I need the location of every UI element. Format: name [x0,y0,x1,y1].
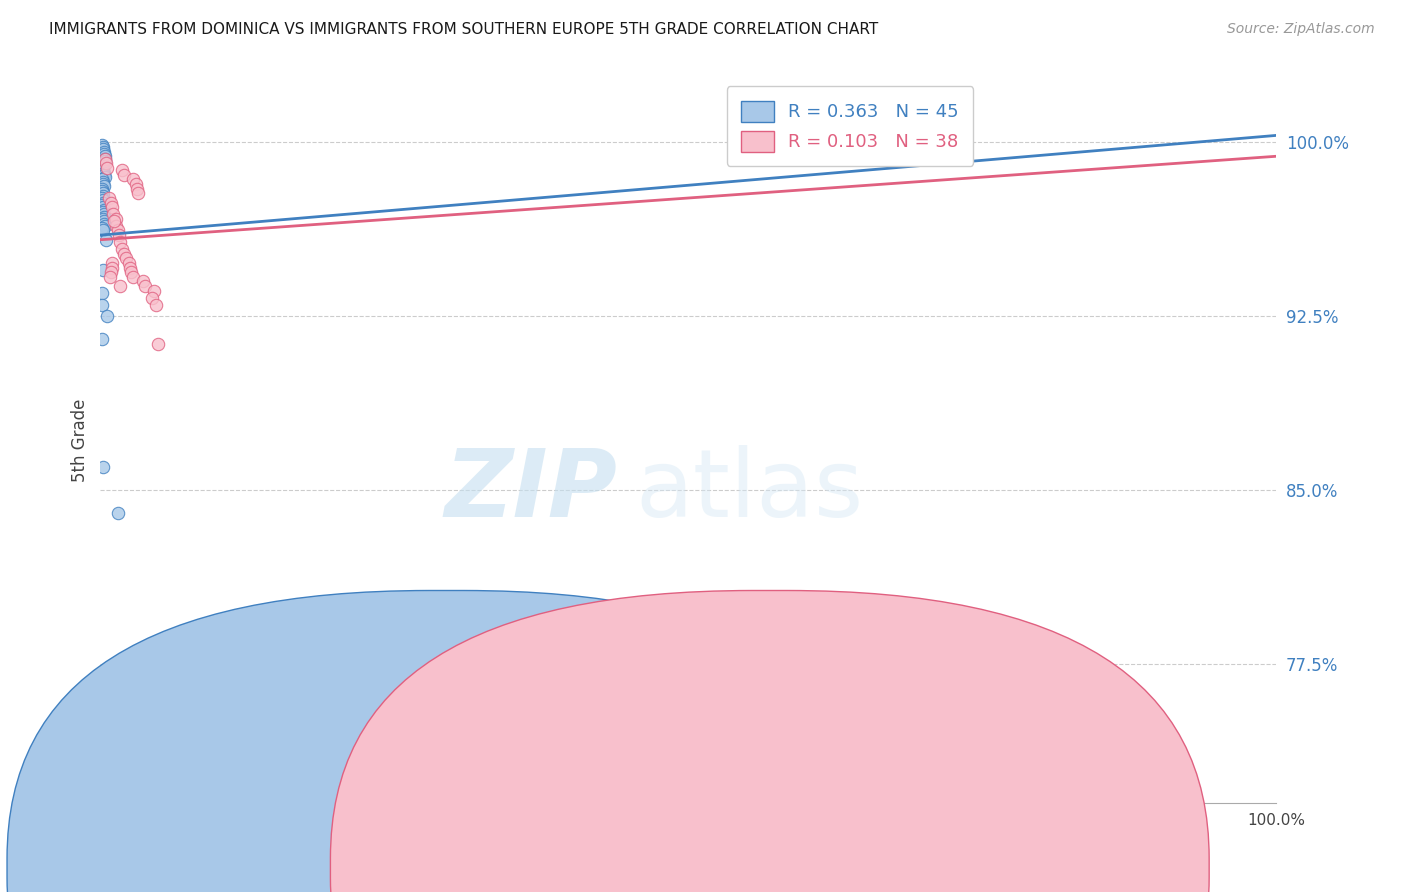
Point [104,211,127,226]
Point [91,142,114,156]
Point [93,217,115,231]
Point [96,233,118,247]
Text: ZIP: ZIP [444,445,617,537]
Point [90,298,112,312]
Point [90,182,112,196]
Point [90,198,112,212]
Point [101,200,124,214]
Point [127,186,149,201]
Point [115,252,138,266]
Point [145,298,167,312]
Point [98,269,121,284]
Point [118,260,141,275]
Point [110,163,132,178]
Point [91,195,114,210]
Point [124,177,146,191]
Point [131,275,153,289]
Point [115,697,138,711]
Point [91,205,114,219]
Point [141,291,163,305]
Point [93,202,115,217]
Point [91,140,114,154]
Point [93,214,115,228]
Point [110,279,132,293]
Point [96,310,118,324]
Point [91,263,114,277]
Point [103,214,125,228]
Point [91,186,114,201]
Y-axis label: 5th Grade: 5th Grade [72,399,89,482]
Point [91,161,114,175]
Point [134,279,156,293]
Point [90,137,112,152]
Point [112,168,135,182]
Point [93,210,115,224]
Point [91,460,114,475]
Point [93,145,115,159]
Point [94,170,117,185]
Point [120,265,142,279]
Point [125,182,148,196]
Point [112,246,135,260]
Point [101,256,124,270]
Point [97,191,120,205]
Point [91,175,114,189]
Point [90,221,112,235]
Point [90,191,112,205]
Point [101,260,124,275]
Point [93,179,115,194]
Point [94,219,117,233]
Point [100,265,122,279]
Point [104,219,127,233]
Point [91,177,114,191]
Point [107,507,129,521]
Point [94,152,117,166]
Point [103,207,125,221]
Point [146,337,169,351]
Point [93,165,115,179]
Point [94,153,117,168]
Point [91,163,114,178]
Point [91,188,114,202]
Point [122,172,145,186]
Text: Immigrants from Southern Europe: Immigrants from Southern Europe [799,861,1060,875]
Point [90,333,112,347]
Point [96,161,118,175]
Point [117,256,139,270]
Point [90,184,112,198]
Text: atlas: atlas [636,445,863,537]
Point [93,147,115,161]
Point [107,223,129,237]
Legend: R = 0.363   N = 45, R = 0.103   N = 38: R = 0.363 N = 45, R = 0.103 N = 38 [727,87,973,166]
Point [96,156,118,170]
Point [94,149,117,163]
Point [93,207,115,221]
Point [94,152,117,166]
Point [143,284,166,298]
Point [91,194,114,208]
Point [100,195,122,210]
Point [108,228,131,243]
Point [90,159,112,173]
Text: Immigrants from Dominica: Immigrants from Dominica [475,861,681,875]
Point [91,211,114,226]
Point [93,168,115,182]
Point [91,223,114,237]
Point [122,269,145,284]
Point [110,242,132,256]
Text: IMMIGRANTS FROM DOMINICA VS IMMIGRANTS FROM SOUTHERN EUROPE 5TH GRADE CORRELATIO: IMMIGRANTS FROM DOMINICA VS IMMIGRANTS F… [49,22,879,37]
Point [110,235,132,249]
Point [91,200,114,214]
Text: Source: ZipAtlas.com: Source: ZipAtlas.com [1227,22,1375,37]
Point [90,286,112,301]
Point [90,172,112,186]
